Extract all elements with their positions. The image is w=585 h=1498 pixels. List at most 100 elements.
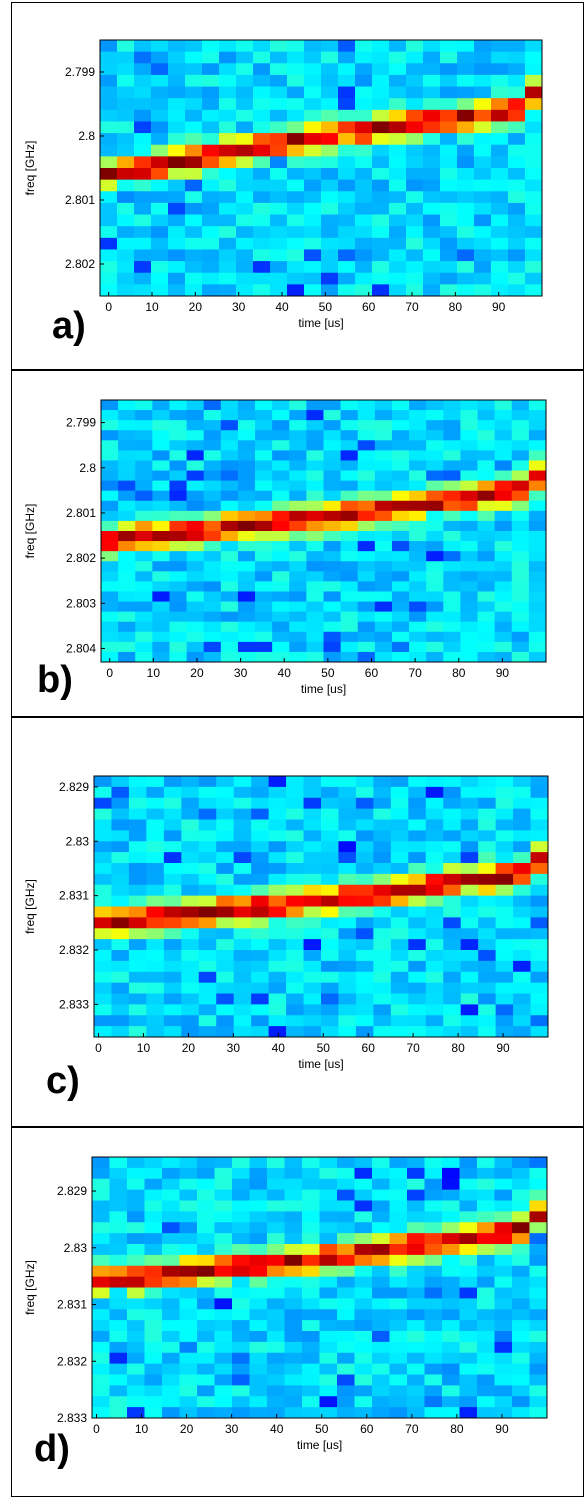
heatmap-cell [146,776,165,788]
y-tick-label: 2.804 [66,641,96,655]
heatmap-cell [100,144,118,157]
y-tick-label: 2.832 [57,1354,87,1368]
heatmap-cell [214,1309,233,1321]
panel-b: 0 10 20 30 40 50 60 70 80 90 2.799 2.8 2.801 2.802 2.8… [11,370,584,717]
heatmap-cell [530,939,549,951]
heatmap-cell [406,261,424,274]
heatmap-cell [303,830,322,842]
heatmap-cell [423,249,441,262]
heatmap-cell [442,1320,460,1332]
heatmap-cell [151,133,169,146]
heatmap-cell [303,841,322,853]
heatmap-cell [117,179,135,192]
heatmap-cell [512,1341,530,1354]
heatmap-cell [374,531,393,542]
heatmap-cell [321,202,339,215]
heatmap-cell [372,1298,390,1310]
heatmap-cell [337,1374,355,1386]
heatmap-cell [460,440,478,451]
heatmap-cell [272,641,290,653]
heatmap-cell [302,1331,320,1343]
heatmap-cell [197,1341,215,1354]
heatmap-cell [127,1331,145,1343]
heatmap-cells [92,1157,548,1419]
heatmap-cell [425,917,444,929]
heatmap-cell [146,1015,165,1027]
heatmap-cell [284,1320,303,1332]
heatmap-cell [338,863,357,875]
heatmap-cell [198,786,217,799]
heatmap-cell [197,1363,215,1375]
heatmap-cell [144,1233,163,1245]
heatmap-cell [272,500,290,512]
heatmap-cell [443,786,462,799]
heatmap-cell [202,133,220,146]
heatmap-cell [511,591,530,602]
heatmap-cell [409,651,427,663]
heatmap-cell [406,272,424,285]
heatmap-cell [460,906,479,918]
heatmap-cell [409,490,427,502]
heatmap-cell [128,873,147,886]
heatmap-cell [203,541,222,552]
heatmap-cell [233,841,252,853]
heatmap-cell [407,1222,425,1234]
heatmap-cell [319,1396,338,1408]
heatmap-cell [268,819,287,831]
heatmap-cell [494,1276,513,1288]
heatmap-cell [355,776,374,788]
heatmap-cell [185,237,203,250]
heatmap-cell [373,1004,392,1016]
heatmap-cell [374,420,393,431]
heatmap-cell [354,1341,373,1354]
heatmap-cell [425,819,444,831]
heatmap-cell [409,470,427,482]
heatmap-cell [163,841,182,853]
heatmap-cell [460,500,478,512]
heatmap-cell [302,1276,320,1288]
heatmap-cell [494,1396,513,1408]
heatmap-cell [268,852,287,864]
heatmap-cell [512,1254,530,1267]
heatmap-cell [251,895,270,907]
heatmap-cell [443,895,462,907]
heatmap-cell [494,1200,513,1212]
heatmap-cell [186,460,205,471]
heatmap-cell [319,1298,338,1310]
heatmap-cell [426,440,444,451]
heatmap-cell [494,1287,513,1299]
heatmap-cell [272,611,290,623]
heatmap-cell [459,1341,478,1354]
heatmap-cell [321,993,339,1005]
heatmap-cell [478,939,497,951]
heatmap-cell [373,928,392,940]
heatmap-cell [391,531,410,542]
heatmap-cell [390,906,409,918]
heatmap-cell [513,884,531,897]
x-tick-label: 70 [406,1041,420,1055]
heatmap-cell [162,1157,180,1169]
heatmap-cell [146,819,165,831]
heatmap-cell [168,98,186,111]
heatmap-cell [477,641,496,653]
heatmap-cell [337,1167,355,1180]
heatmap-cell [249,1331,268,1343]
heatmap-cell [134,202,152,215]
heatmap-cell [185,261,203,274]
heatmap-cell [251,1026,270,1038]
heatmap-cell [337,1200,355,1212]
heatmap-cell [443,450,461,461]
heatmap-cell [249,1178,268,1191]
heatmap-cell [220,500,239,512]
heatmap-cell [117,40,135,53]
heatmap-cell [220,551,239,562]
heatmap-cell [203,480,222,492]
heatmap-cell [525,40,543,53]
heatmap-cell [286,1026,304,1038]
heatmap-cell [460,631,478,643]
heatmap-cell [528,591,547,602]
heatmap-cell [372,1265,390,1278]
heatmap-cell [214,1265,233,1278]
heatmap-cell [494,420,513,431]
heatmap-cell [267,1244,285,1256]
